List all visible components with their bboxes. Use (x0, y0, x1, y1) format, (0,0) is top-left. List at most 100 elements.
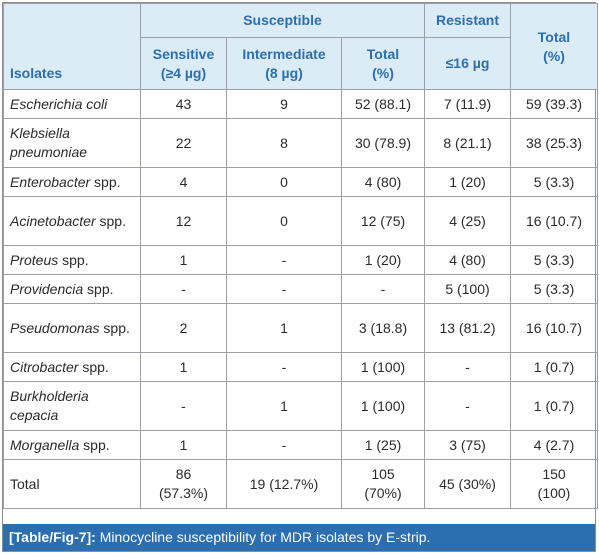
cell-intermediate: 0 (226, 167, 342, 197)
cell-sensitive: 22 (140, 118, 227, 168)
isolate-genus: Burkholderia cepacia (10, 388, 89, 423)
isolate-genus: Klebsiella pneumoniae (10, 125, 88, 160)
cell-resistant: 8 (21.1) (424, 118, 511, 168)
susceptibility-table: Isolates Susceptible Resistant Total (%)… (3, 3, 598, 509)
header-susceptible: Susceptible (140, 3, 425, 38)
isolate-name: Enterobacter spp. (3, 167, 141, 197)
cell-total: 1 (0.7) (510, 381, 598, 431)
total-intermediate: 19 (12.7%) (226, 459, 342, 509)
cell-total-susceptible: - (341, 274, 425, 304)
cell-total-susceptible: 1 (100) (341, 352, 425, 382)
cell-intermediate: - (226, 430, 342, 460)
total-sensitive: 86 (57.3%) (140, 459, 227, 509)
cell-resistant: 13 (81.2) (424, 303, 511, 353)
header-isolates: Isolates (3, 3, 141, 90)
table-row: Burkholderia cepacia - 1 1 (100) - 1 (0.… (3, 381, 598, 431)
total-sensitive-line2: (57.3%) (158, 485, 209, 501)
cell-sensitive: 1 (140, 245, 227, 275)
isolate-genus: Citrobacter (10, 358, 79, 375)
cell-intermediate: - (226, 274, 342, 304)
total-sensitive-line1: 86 (175, 466, 192, 482)
table-row: Proteus spp. 1 - 1 (20) 4 (80) 5 (3.3) (3, 245, 598, 275)
cell-total: 59 (39.3) (510, 89, 598, 119)
table-row: Enterobacter spp. 4 0 4 (80) 1 (20) 5 (3… (3, 167, 598, 197)
cell-intermediate: 9 (226, 89, 342, 119)
cell-total: 5 (3.3) (510, 274, 598, 304)
header-resistant-threshold: ≤16 µg (424, 37, 511, 90)
table-header: Isolates Susceptible Resistant Total (%)… (3, 3, 598, 90)
header-resistant: Resistant (424, 3, 511, 38)
cell-intermediate: - (226, 245, 342, 275)
table-total-row: Total 86 (57.3%) 19 (12.7%) 105 (70%) 45… (3, 459, 598, 509)
isolate-suffix: spp. (58, 251, 89, 268)
cell-sensitive: - (140, 274, 227, 304)
isolate-name: Providencia spp. (3, 274, 141, 304)
header-sensitive: Sensitive (≥4 µg) (140, 37, 227, 90)
cell-total-susceptible: 1 (25) (341, 430, 425, 460)
header-sensitive-line2: (≥4 µg) (160, 64, 207, 81)
isolate-name: Morganella spp. (3, 430, 141, 460)
isolate-genus: Acinetobacter (10, 212, 96, 229)
isolate-genus: Enterobacter (10, 173, 91, 190)
table-row: Citrobacter spp. 1 - 1 (100) - 1 (0.7) (3, 352, 598, 382)
cell-total-susceptible: 12 (75) (341, 196, 425, 246)
cell-resistant: 4 (80) (424, 245, 511, 275)
cell-total: 16 (10.7) (510, 303, 598, 353)
cell-total: 38 (25.3) (510, 118, 598, 168)
total-resistant: 45 (30%) (424, 459, 511, 509)
header-total: Total (%) (510, 3, 598, 90)
table-caption: [Table/Fig-7]: Minocycline susceptibilit… (3, 524, 595, 551)
cell-total-susceptible: 1 (20) (341, 245, 425, 275)
cell-total: 5 (3.3) (510, 245, 598, 275)
total-susceptible-line1: 105 (371, 466, 395, 482)
header-total-susceptible-line1: Total (366, 45, 400, 62)
total-row-label: Total (3, 459, 141, 509)
isolate-name: Escherichia coli (3, 89, 141, 119)
table-row: Acinetobacter spp. 12 0 12 (75) 4 (25) 1… (3, 196, 598, 246)
cell-sensitive: 2 (140, 303, 227, 353)
header-intermediate: Intermediate (8 µg) (226, 37, 342, 90)
cell-total-susceptible: 3 (18.8) (341, 303, 425, 353)
cell-resistant: 3 (75) (424, 430, 511, 460)
isolate-suffix: spp. (95, 212, 126, 229)
caption-text: Minocycline susceptibility for MDR isola… (95, 529, 431, 545)
cell-intermediate: 1 (226, 381, 342, 431)
cell-sensitive: 43 (140, 89, 227, 119)
cell-total-susceptible: 4 (80) (341, 167, 425, 197)
cell-sensitive: 4 (140, 167, 227, 197)
header-sensitive-line1: Sensitive (152, 45, 215, 62)
cell-intermediate: 0 (226, 196, 342, 246)
total-overall-line2: (100) (537, 485, 571, 501)
header-total-line2: (%) (543, 47, 565, 64)
cell-sensitive: 1 (140, 430, 227, 460)
cell-resistant: 1 (20) (424, 167, 511, 197)
isolate-genus: Pseudomonas (10, 319, 100, 336)
table-body: Escherichia coli 43 9 52 (88.1) 7 (11.9)… (3, 89, 598, 509)
cell-total: 4 (2.7) (510, 430, 598, 460)
cell-resistant: 4 (25) (424, 196, 511, 246)
cell-resistant: 7 (11.9) (424, 89, 511, 119)
isolate-genus: Escherichia coli (10, 95, 108, 112)
isolate-name: Burkholderia cepacia (3, 381, 141, 431)
cell-total: 5 (3.3) (510, 167, 598, 197)
header-total-susceptible-line2: (%) (372, 64, 394, 81)
table-row: Morganella spp. 1 - 1 (25) 3 (75) 4 (2.7… (3, 430, 598, 460)
header-total-line1: Total (537, 28, 571, 45)
total-susceptible: 105 (70%) (341, 459, 425, 509)
isolate-suffix: spp. (83, 280, 114, 297)
cell-resistant: 5 (100) (424, 274, 511, 304)
header-total-susceptible: Total (%) (341, 37, 425, 90)
caption-label: [Table/Fig-7]: (9, 529, 96, 545)
isolate-name: Pseudomonas spp. (3, 303, 141, 353)
isolate-genus: Morganella (10, 436, 80, 453)
total-overall-line1: 150 (542, 466, 566, 482)
cell-total-susceptible: 30 (78.9) (341, 118, 425, 168)
cell-sensitive: - (140, 381, 227, 431)
table-row: Providencia spp. - - - 5 (100) 5 (3.3) (3, 274, 598, 304)
table-row: Escherichia coli 43 9 52 (88.1) 7 (11.9)… (3, 89, 598, 119)
isolate-suffix: spp. (78, 358, 109, 375)
cell-total-susceptible: 1 (100) (341, 381, 425, 431)
total-overall: 150 (100) (510, 459, 598, 509)
isolate-name: Citrobacter spp. (3, 352, 141, 382)
cell-intermediate: - (226, 352, 342, 382)
